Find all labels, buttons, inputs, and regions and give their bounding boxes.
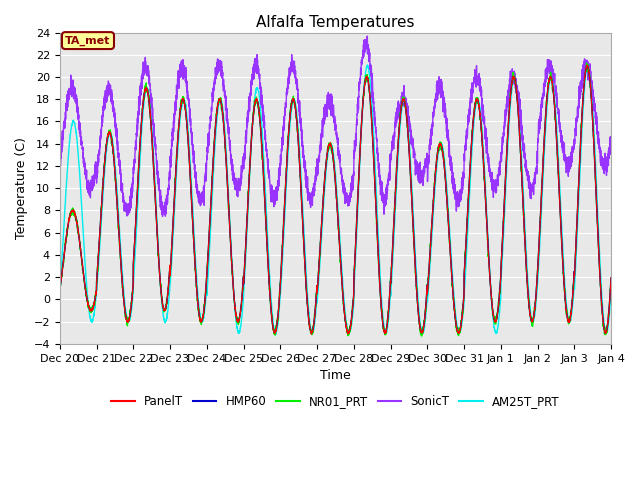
SonicT xyxy=(429,124,436,130)
PanelT xyxy=(490,317,498,323)
AM25T_PRT xyxy=(490,325,498,331)
PanelT xyxy=(56,287,63,292)
Line: PanelT: PanelT xyxy=(60,65,611,334)
Line: AM25T_PRT: AM25T_PRT xyxy=(60,65,611,334)
Legend: PanelT, HMP60, NR01_PRT, SonicT, AM25T_PRT: PanelT, HMP60, NR01_PRT, SonicT, AM25T_P… xyxy=(106,390,564,413)
NR01_PRT xyxy=(418,333,426,339)
Text: TA_met: TA_met xyxy=(65,36,111,46)
SonicT xyxy=(460,175,467,181)
NR01_PRT xyxy=(607,286,614,292)
HMP60 xyxy=(583,63,591,69)
NR01_PRT xyxy=(155,257,163,263)
NR01_PRT xyxy=(315,267,323,273)
Line: NR01_PRT: NR01_PRT xyxy=(60,63,611,336)
NR01_PRT xyxy=(490,314,498,320)
PanelT xyxy=(155,259,163,265)
HMP60 xyxy=(459,304,467,310)
PanelT xyxy=(459,303,467,309)
PanelT xyxy=(607,275,615,281)
HMP60 xyxy=(490,317,498,323)
SonicT xyxy=(364,33,371,39)
NR01_PRT xyxy=(582,60,590,66)
HMP60 xyxy=(429,213,436,219)
PanelT xyxy=(307,331,315,337)
AM25T_PRT xyxy=(607,288,615,294)
NR01_PRT xyxy=(459,304,467,310)
SonicT xyxy=(159,214,166,219)
SonicT xyxy=(315,152,323,158)
HMP60 xyxy=(315,266,323,272)
HMP60 xyxy=(155,259,163,264)
NR01_PRT xyxy=(56,287,63,293)
HMP60 xyxy=(454,330,462,336)
Title: Alfalfa Temperatures: Alfalfa Temperatures xyxy=(256,15,415,30)
SonicT xyxy=(490,184,498,190)
Line: HMP60: HMP60 xyxy=(60,66,611,333)
PanelT xyxy=(315,264,323,270)
SonicT xyxy=(607,143,615,148)
NR01_PRT xyxy=(607,276,615,282)
HMP60 xyxy=(607,275,615,281)
Line: SonicT: SonicT xyxy=(60,36,611,216)
AM25T_PRT xyxy=(155,254,163,260)
AM25T_PRT xyxy=(272,331,280,337)
SonicT xyxy=(56,152,63,158)
AM25T_PRT xyxy=(607,296,614,302)
X-axis label: Time: Time xyxy=(320,369,351,382)
PanelT xyxy=(607,283,614,289)
AM25T_PRT xyxy=(429,221,436,227)
SonicT xyxy=(155,175,163,181)
AM25T_PRT xyxy=(56,287,63,292)
AM25T_PRT xyxy=(364,62,371,68)
AM25T_PRT xyxy=(315,275,323,280)
AM25T_PRT xyxy=(460,310,467,315)
NR01_PRT xyxy=(429,210,436,216)
HMP60 xyxy=(56,287,63,293)
Y-axis label: Temperature (C): Temperature (C) xyxy=(15,137,28,239)
PanelT xyxy=(429,212,436,217)
PanelT xyxy=(584,62,591,68)
SonicT xyxy=(607,145,614,151)
HMP60 xyxy=(607,284,614,290)
